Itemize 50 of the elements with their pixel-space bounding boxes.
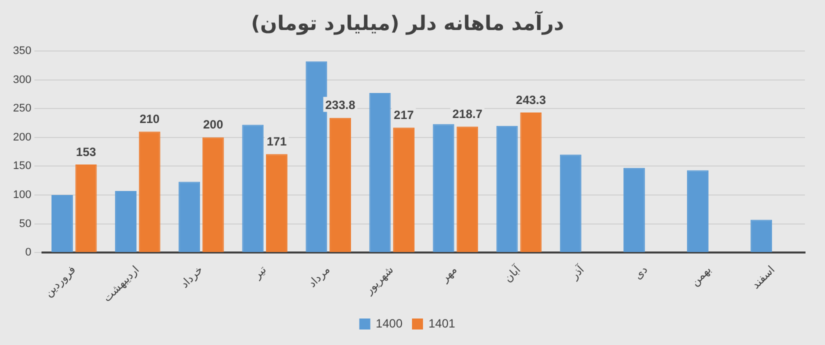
bar <box>115 190 136 252</box>
data-label: 210 <box>140 112 160 126</box>
bar <box>242 124 264 252</box>
bar <box>687 170 708 252</box>
y-tick-label: 250 <box>12 102 32 115</box>
x-tick-label: آبان <box>500 262 524 285</box>
bar <box>306 61 328 252</box>
y-tick-label: 0 <box>25 246 32 259</box>
data-label: 218.7 <box>452 106 483 121</box>
data-label: 217 <box>394 108 414 122</box>
x-tick-label: فروردین <box>42 263 78 300</box>
bar <box>330 118 351 252</box>
bar <box>51 195 73 252</box>
legend-label: 1401 <box>428 316 456 330</box>
x-tick-label: بهمن <box>688 263 714 289</box>
data-label: 243.3 <box>516 92 546 107</box>
bar <box>138 132 160 252</box>
bar <box>178 182 200 252</box>
data-label: 171 <box>266 134 288 148</box>
bar <box>432 124 454 252</box>
bar <box>560 154 582 252</box>
chart-title: درآمد ماهانه دلر (میلیارد تومان) <box>251 10 564 36</box>
x-tick-label: تیر <box>250 263 269 282</box>
y-tick-label: 150 <box>12 160 32 172</box>
bar <box>456 126 478 252</box>
y-tick-label: 300 <box>12 74 32 86</box>
y-tick-label: 350 <box>12 45 32 58</box>
bar <box>202 137 224 252</box>
bar <box>75 164 97 252</box>
x-tick-label: مهر <box>438 263 460 286</box>
bar <box>750 220 772 252</box>
bar <box>496 126 518 252</box>
data-label: 153 <box>76 144 96 159</box>
bar <box>369 93 391 252</box>
x-tick-label: اسفند <box>749 263 778 292</box>
data-label: 233.8 <box>325 98 356 112</box>
bar <box>623 168 645 252</box>
data-label: 200 <box>203 118 224 132</box>
x-tick-label: آذر <box>566 262 588 283</box>
x-tick-label: شهریور <box>362 263 396 298</box>
x-tick-label: دی <box>632 263 650 282</box>
y-tick-label: 200 <box>12 131 32 144</box>
y-tick-label: 100 <box>12 189 32 202</box>
x-tick-label: خرداد <box>178 263 206 291</box>
legend-label: 1400 <box>376 316 403 330</box>
x-tick-label: اردیبهشت <box>100 263 142 304</box>
x-tick-label: مرداد <box>306 263 333 290</box>
bar <box>266 154 288 252</box>
bar <box>520 112 542 252</box>
y-tick-label: 50 <box>19 218 32 230</box>
